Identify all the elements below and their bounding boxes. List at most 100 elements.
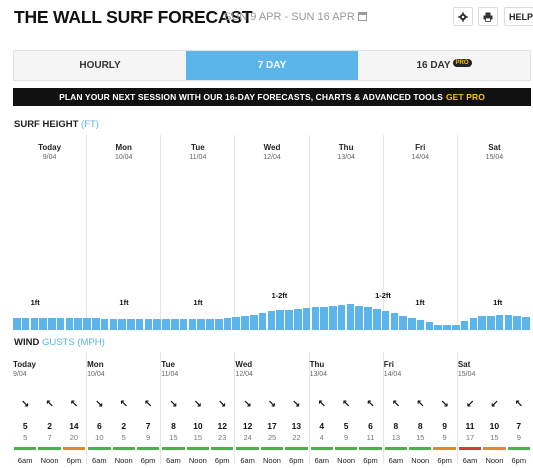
day-date: 9/04	[42, 154, 57, 161]
wind-rating-bar	[458, 447, 482, 450]
wind-direction-arrow-icon: ↖	[119, 399, 128, 410]
wind-gust: 9	[145, 433, 151, 442]
time-label: 6am	[462, 456, 478, 465]
surf-day-grid: Today 9/04 Mon 10/04 Tue 11/04 Wed 12/04 Thu 13/0…	[13, 135, 531, 330]
wind-gust: 15	[490, 433, 499, 442]
surf-height-bar	[390, 313, 399, 330]
tab-7-day[interactable]: 7 DAY	[186, 51, 358, 80]
wind-direction-arrow-icon: ↖	[69, 399, 79, 410]
wind-slot: ↖ 8 15 Noon	[408, 394, 432, 465]
wind-speed: 10	[193, 421, 203, 431]
wind-direction-arrow-icon: ↘	[193, 399, 203, 410]
wind-slots: ↘ 5 5 6am ↖ 2 7 Noon ↖ 14 20 6pm	[13, 394, 86, 465]
surf-height-bar	[381, 311, 390, 330]
time-label: 6am	[17, 456, 33, 465]
time-label: 6pm	[140, 456, 156, 465]
wind-rating-bar	[483, 447, 506, 450]
surf-height-bar	[109, 319, 118, 330]
wind-speed: 5	[343, 421, 349, 431]
wind-speed: 9	[442, 421, 447, 431]
time-label: 6am	[388, 456, 404, 465]
surf-height-label: SURF HEIGHT	[14, 119, 79, 130]
tab-16-day[interactable]: 16 DAY PRO	[358, 51, 530, 80]
time-label: Noon	[40, 456, 59, 465]
get-pro-link[interactable]: GET PRO	[445, 92, 485, 102]
wind-gust: 10	[95, 433, 104, 442]
wind-rating-bar	[285, 447, 308, 450]
surf-height-bar	[92, 318, 100, 330]
surf-height-bar	[39, 318, 47, 330]
promo-banner[interactable]: PLAN YOUR NEXT SESSION WITH OUR 16-DAY F…	[13, 88, 531, 106]
surf-height-bar	[487, 316, 495, 330]
wind-speed: 2	[121, 421, 127, 431]
forecast-tabs: HOURLY 7 DAY 16 DAY PRO	[13, 50, 531, 81]
wind-speed: 11	[465, 421, 475, 431]
help-button[interactable]: HELP	[504, 7, 533, 26]
day-name: Sat	[488, 143, 501, 152]
surf-height-bar	[118, 319, 126, 330]
time-label: Noon	[485, 456, 504, 465]
time-label: 6am	[314, 456, 330, 465]
wind-slot: ↖ 2 5 Noon	[112, 394, 136, 465]
tab-hourly[interactable]: HOURLY	[14, 51, 186, 80]
wind-speed: 12	[242, 421, 253, 431]
surf-height-bar	[171, 319, 179, 330]
wind-speed: 14	[69, 421, 79, 431]
wind-direction-arrow-icon: ↘	[440, 399, 449, 410]
surf-height-bar	[504, 315, 513, 330]
surf-height-bar	[267, 311, 276, 330]
surf-height-bar	[241, 316, 249, 330]
surf-height-bar	[127, 319, 135, 330]
wind-speed: 10	[489, 421, 500, 431]
surf-height-bar	[48, 318, 56, 330]
wind-rating-bar	[186, 447, 210, 450]
wind-gust: 17	[465, 433, 475, 442]
wind-slot: ↘ 8 15 6am	[161, 394, 185, 465]
surf-height-bar	[408, 318, 416, 330]
wind-day-column: Tue 11/04 ↘ 8 15 6am ↘ 10 15 Noon ↘ 12 23 6pm	[160, 352, 234, 465]
wind-slots: ↘ 8 15 6am ↘ 10 15 Noon ↘ 12 23 6pm	[161, 394, 234, 465]
time-label: 6pm	[289, 456, 304, 465]
date-range-text: SUN 9 APR - SUN 16 APR	[224, 11, 355, 23]
wind-gust: 9	[344, 433, 349, 442]
wind-rating-bar	[334, 447, 358, 450]
tab-hourly-label: HOURLY	[79, 60, 121, 71]
surf-height-bar	[214, 319, 223, 330]
surf-height-bar	[329, 306, 337, 330]
wind-rating-bar	[62, 447, 86, 450]
wind-unit: GUSTS (MPH)	[41, 337, 105, 348]
print-button[interactable]	[478, 7, 498, 26]
day-date: 13/04	[309, 371, 328, 378]
day-name: Fri	[415, 143, 426, 152]
surf-height-bar	[469, 318, 478, 330]
tab-7-day-label: 7 DAY	[257, 60, 287, 71]
day-date: 10/04	[87, 371, 105, 378]
wind-slot: ↙ 11 17 6am	[458, 394, 482, 465]
surf-day-column: Tue 11/04	[160, 135, 234, 330]
promo-text: PLAN YOUR NEXT SESSION WITH OUR 16-DAY F…	[59, 92, 443, 102]
wind-day-column: Fri 14/04 ↖ 8 13 6am ↖ 8 15 Noon ↘ 9 9 6pm	[382, 352, 457, 465]
wind-slot: ↙ 10 15 Noon	[482, 394, 506, 465]
surf-height-bar	[197, 319, 205, 330]
day-name: Wed	[263, 143, 281, 152]
settings-button[interactable]	[453, 7, 473, 26]
wind-speed: 8	[171, 421, 176, 431]
wind-slot: ↘ 12 23 6pm	[210, 394, 234, 465]
surf-height-bar	[223, 318, 232, 330]
day-date: 15/04	[485, 154, 504, 161]
wind-speed: 2	[47, 421, 52, 431]
surf-height-bar	[416, 320, 425, 330]
wind-slots: ↘ 12 24 6am ↘ 17 25 Noon ↘ 13 22 6pm	[235, 394, 308, 465]
wind-rating-bar	[236, 447, 259, 450]
page-title: THE WALL SURF FORECAST	[14, 7, 253, 27]
wind-gust: 25	[267, 433, 277, 442]
wind-slot: ↘ 9 9 6pm	[432, 394, 456, 465]
wind-slots: ↘ 6 10 6am ↖ 2 5 Noon ↖ 7 9 6pm	[87, 394, 160, 465]
wind-speed: 8	[393, 421, 399, 431]
surf-height-bar	[522, 317, 530, 330]
surf-day-column: Thu 13/04	[308, 135, 383, 330]
date-range[interactable]: SUN 9 APR - SUN 16 APR	[224, 11, 367, 23]
time-label: Noon	[188, 456, 207, 465]
wind-rating-bar	[310, 447, 333, 450]
wind-gust: 15	[193, 433, 203, 442]
